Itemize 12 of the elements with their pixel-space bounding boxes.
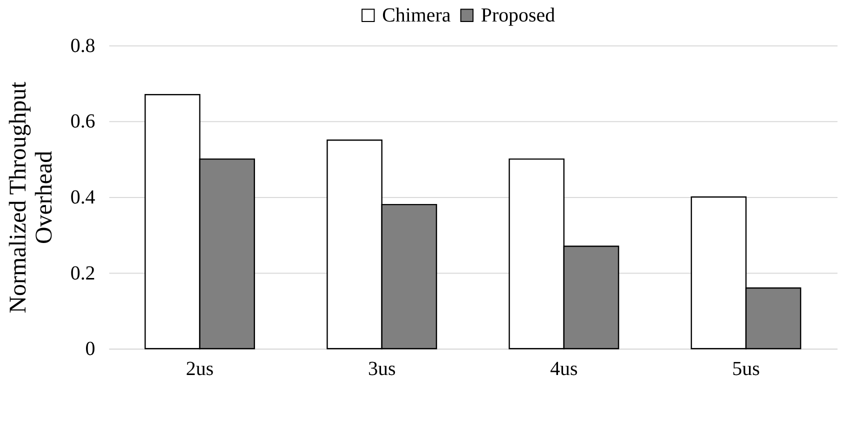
x-tick-label: 4us xyxy=(550,358,578,380)
y-tick-label: 0.2 xyxy=(70,262,96,284)
x-tick-label: 3us xyxy=(368,358,396,380)
y-tick-label: 0.6 xyxy=(70,110,96,133)
y-tick-label: 0 xyxy=(85,338,96,360)
legend-label: Chimera xyxy=(382,4,451,26)
x-tick-label: 2us xyxy=(186,358,214,380)
legend-label: Proposed xyxy=(480,4,556,26)
y-tick-label: 0.4 xyxy=(70,186,96,208)
y-tick-label: 0.8 xyxy=(70,34,96,57)
x-tick-label: 5us xyxy=(732,358,760,380)
y-axis-title: Normalized Throughput Overhead xyxy=(5,81,58,314)
